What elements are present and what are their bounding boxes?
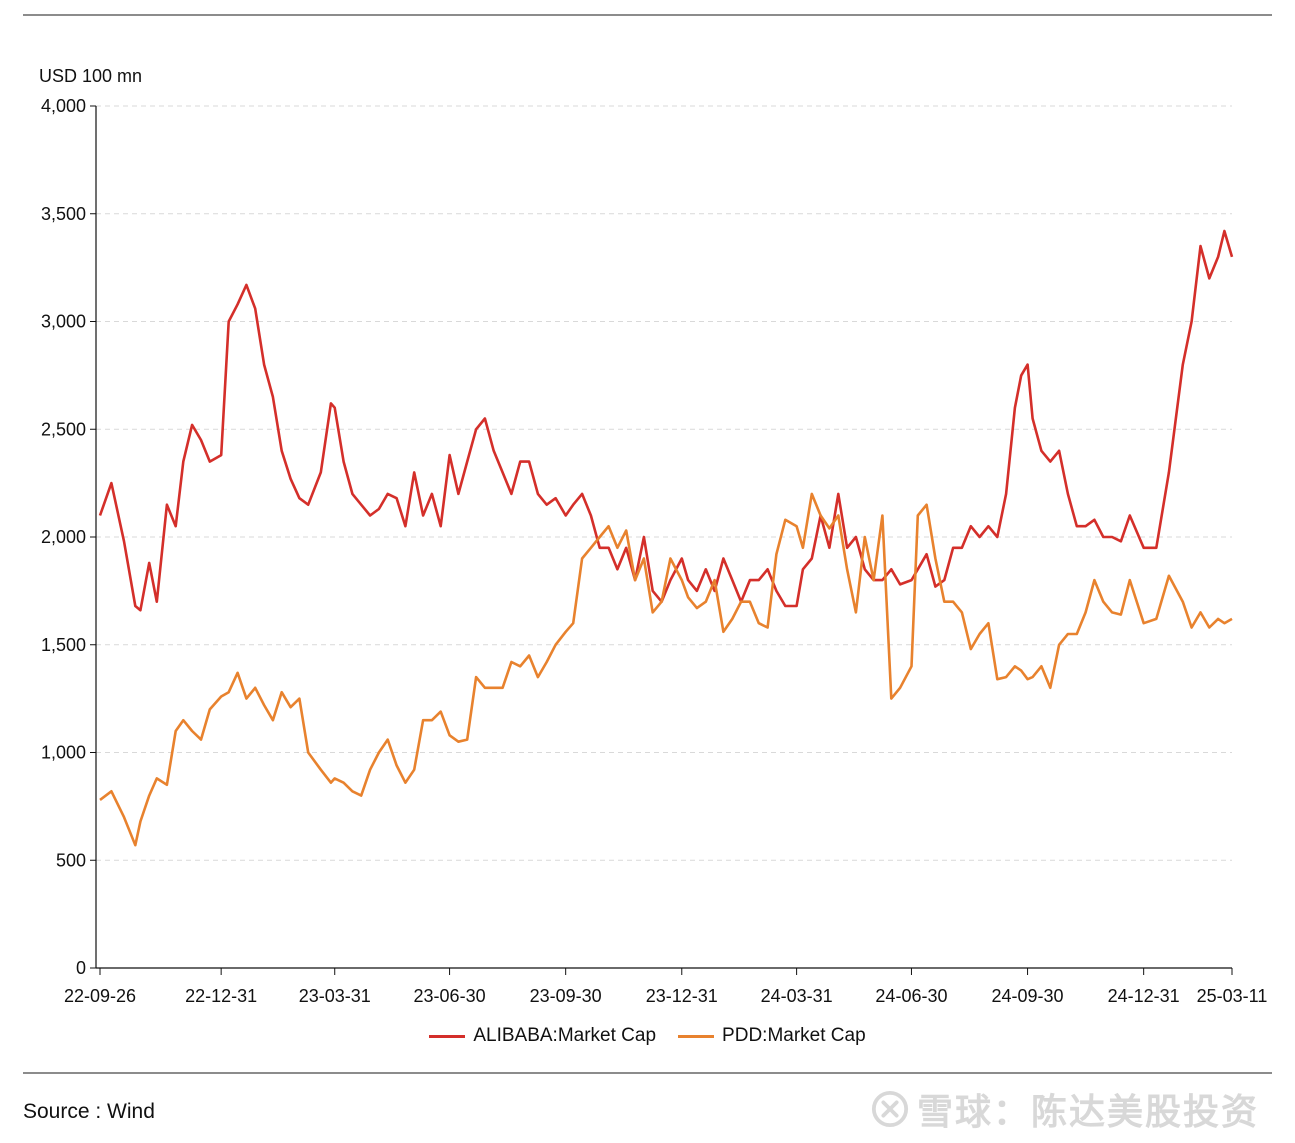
watermark-text: 雪球：陈达美股投资 <box>916 1091 1259 1132</box>
y-axis-unit-label: USD 100 mn <box>39 66 143 86</box>
x-tick-label-10: 25-03-11 <box>1197 986 1268 1006</box>
legend-item-pdd[interactable]: PDD:Market Cap <box>678 1025 866 1047</box>
legend-label-pdd: PDD:Market Cap <box>722 1025 866 1046</box>
y-tick-label-1000: 1,000 <box>41 743 86 763</box>
top-rule <box>23 14 1272 16</box>
x-tick-label-3: 23-06-30 <box>414 986 486 1006</box>
x-tick-label-4: 23-09-30 <box>530 986 602 1006</box>
legend-label-alibaba: ALIBABA:Market Cap <box>473 1025 657 1046</box>
snowball-logo-icon <box>871 1090 909 1128</box>
legend-swatch-alibaba <box>429 1034 466 1038</box>
x-tick-label-2: 23-03-31 <box>299 986 371 1006</box>
watermark: 雪球：陈达美股投资 <box>871 1083 1259 1135</box>
series-line-alibaba <box>98 229 1234 612</box>
bottom-rule <box>23 1072 1272 1074</box>
series-lines <box>98 229 1234 847</box>
chart-legend: ALIBABA:Market Cap PDD:Market Cap <box>0 1025 1295 1047</box>
x-tick-label-0: 22-09-26 <box>64 986 136 1006</box>
x-tick-label-6: 24-03-31 <box>761 986 833 1006</box>
series-line-pdd <box>99 492 1233 847</box>
y-tick-label-0: 0 <box>76 958 86 978</box>
x-axis-ticks: 22-09-26 22-12-31 23-03-31 23-06-30 23-09-30… <box>64 968 1267 1006</box>
y-tick-label-2000: 2,000 <box>41 527 86 547</box>
y-tick-label-3000: 3,000 <box>41 312 86 332</box>
y-tick-label-4000: 4,000 <box>41 96 86 116</box>
y-tick-label-500: 500 <box>56 850 86 870</box>
y-tick-label-1500: 1,500 <box>41 635 86 655</box>
source-note: Source : Wind <box>23 1100 155 1123</box>
market-cap-line-chart: 05001,0001,5002,0002,5003,0003,5004,000 … <box>41 96 1267 1006</box>
x-tick-label-1: 22-12-31 <box>185 986 257 1006</box>
grid-lines <box>96 105 1232 861</box>
legend-swatch-pdd <box>678 1034 715 1038</box>
x-tick-label-9: 24-12-31 <box>1108 986 1180 1006</box>
x-tick-label-8: 24-09-30 <box>992 986 1064 1006</box>
y-axis-ticks: 0 500 1,000 1,500 2,000 2,500 3,000 3,500 4,000 <box>41 96 96 978</box>
x-tick-label-7: 24-06-30 <box>875 986 947 1006</box>
y-tick-label-3500: 3,500 <box>41 204 86 224</box>
x-tick-label-5: 23-12-31 <box>646 986 718 1006</box>
legend-item-alibaba[interactable]: ALIBABA:Market Cap <box>429 1025 656 1047</box>
y-tick-label-2500: 2,500 <box>41 419 86 439</box>
